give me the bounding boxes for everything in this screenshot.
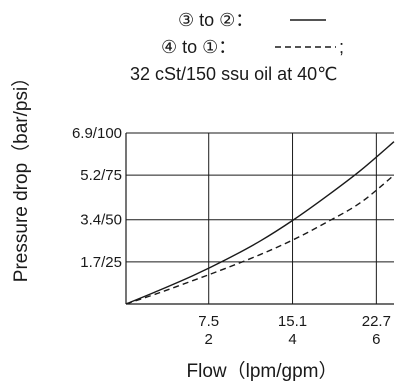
legend-line-2-suffix: ; [339,37,344,57]
tick-labels: 1.7/25 3.4/50 5.2/75 6.9/100 7.52 15.14 22.76 [72,125,391,348]
series [125,141,395,305]
grid [126,132,394,304]
series-line-dashed [125,174,395,305]
y-axis-title: Pressure drop（bar/psi） [10,68,32,282]
series-line-solid [125,141,395,305]
x-tick-label-top-1: 15.1 [278,313,307,330]
legend: ③ to ②： ④ to ①： ; 32 cSt/150 ssu oil at … [130,10,344,84]
x-tick-label-bottom-2: 6 [372,331,380,348]
x-tick-label-top-0: 7.5 [198,313,219,330]
x-tick-label-top-2: 22.7 [362,313,391,330]
axes [125,133,394,305]
x-tick-label-bottom-0: 2 [205,331,213,348]
x-axis-title: Flow（lpm/gpm） [187,360,338,382]
y-tick-label-1: 3.4/50 [80,212,122,229]
y-tick-label-0: 1.7/25 [80,254,122,271]
legend-line-2-text: ④ to ①： [161,37,236,57]
legend-oil-condition: 32 cSt/150 ssu oil at 40℃ [130,64,337,84]
legend-line-1-text: ③ to ②： [178,10,253,30]
y-tick-label-2: 5.2/75 [80,167,122,184]
y-tick-label-3: 6.9/100 [72,125,122,142]
x-tick-label-bottom-1: 4 [288,331,296,348]
